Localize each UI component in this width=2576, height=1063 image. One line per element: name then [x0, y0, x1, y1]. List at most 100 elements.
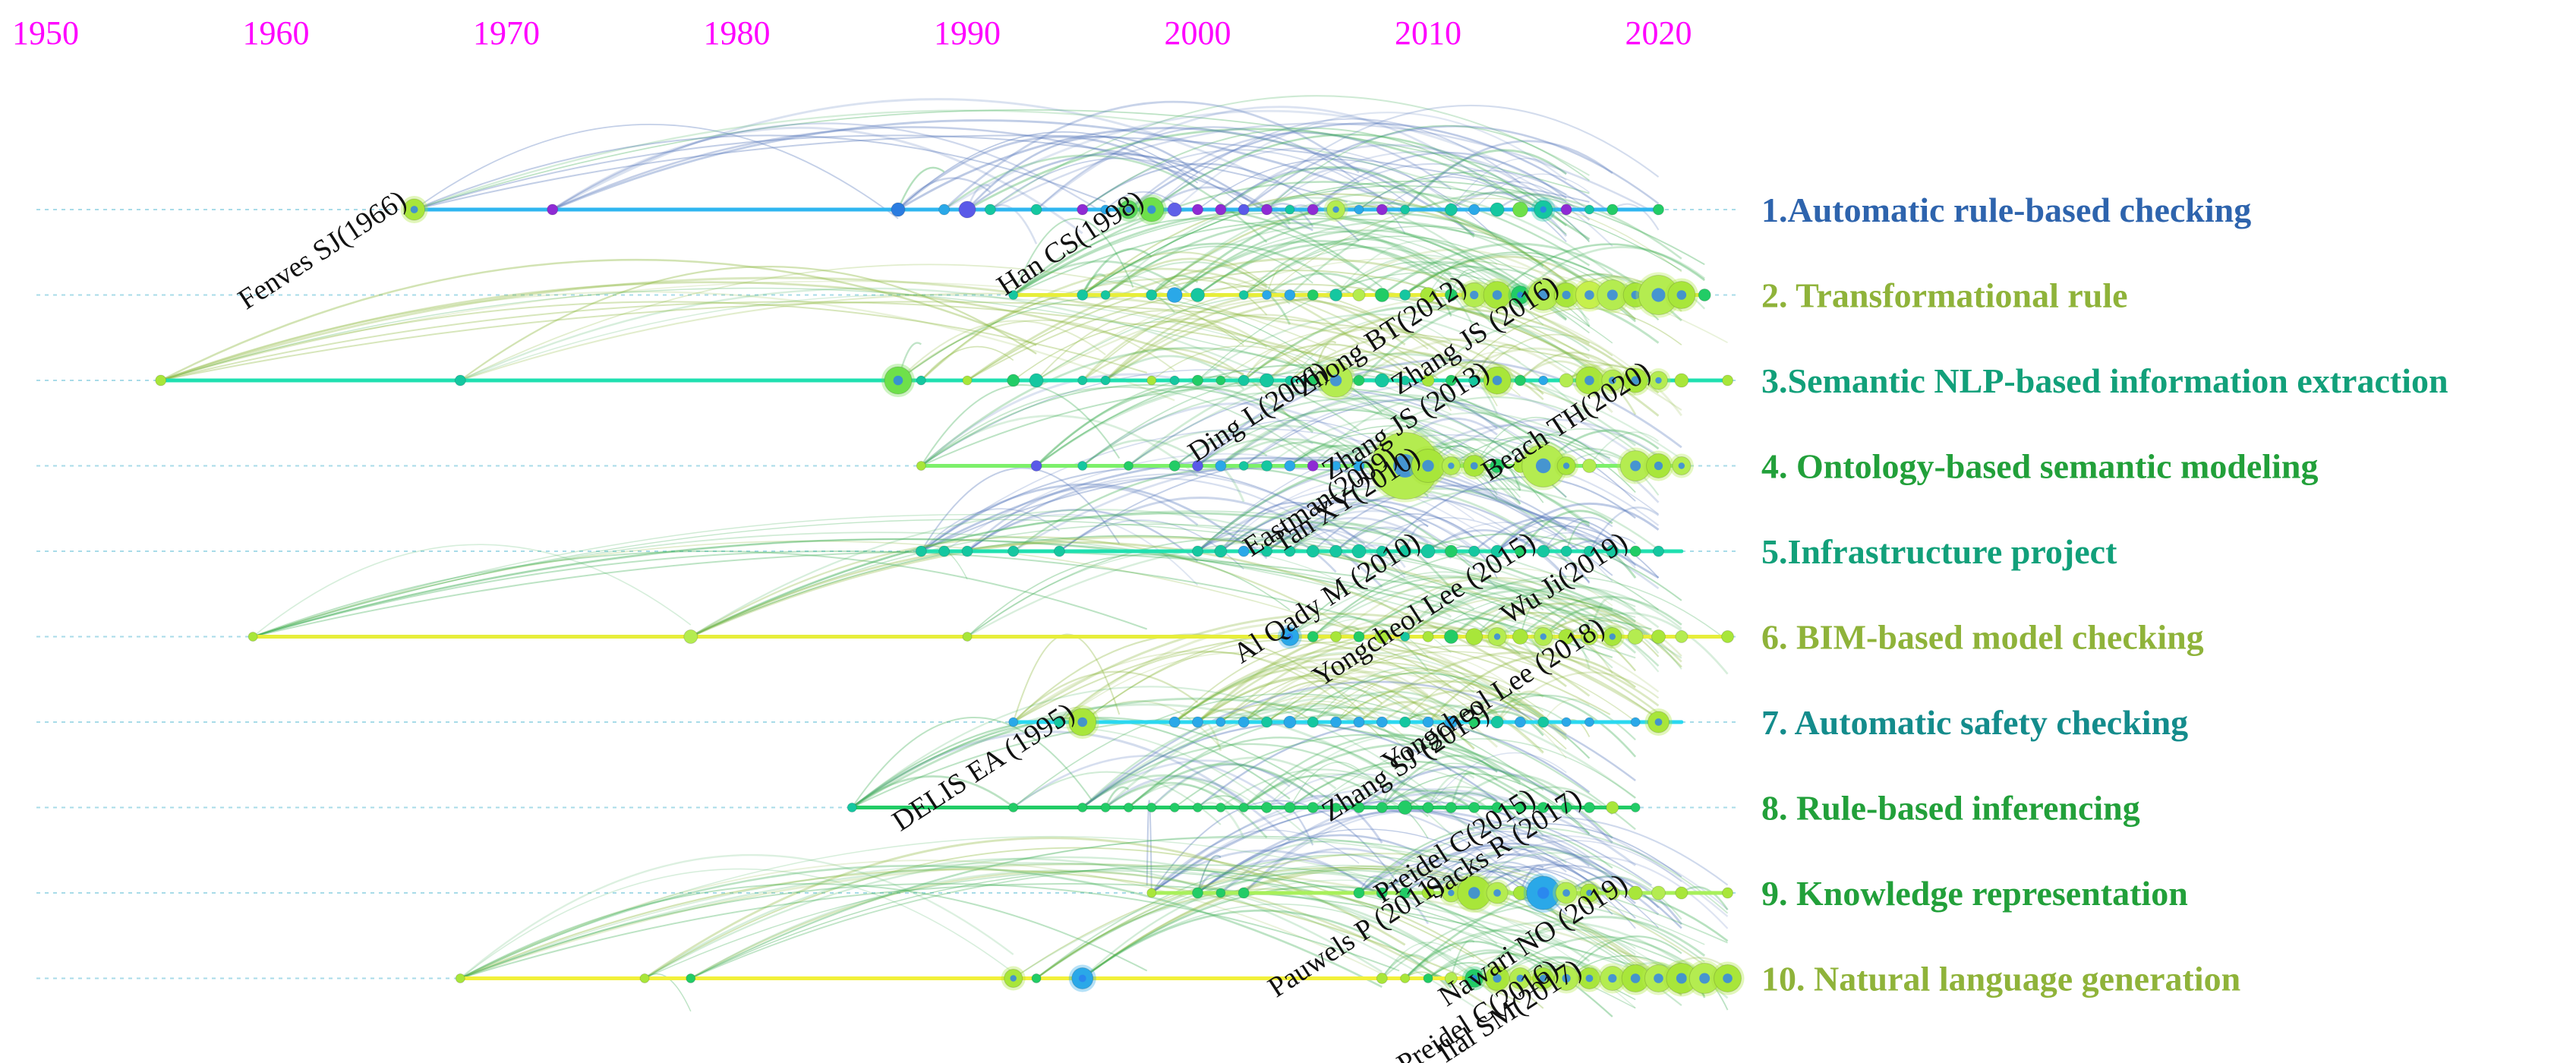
citation-arc	[1219, 393, 1567, 467]
publication-node	[1307, 460, 1319, 472]
publication-node-core	[1539, 974, 1547, 983]
citation-arc	[1105, 222, 1475, 296]
citation-arc	[1496, 434, 1591, 467]
citation-arc	[1427, 594, 1659, 646]
citation-arc	[552, 122, 1106, 216]
publication-node	[1398, 800, 1413, 815]
citation-arc	[252, 550, 1400, 638]
citation-arc	[989, 122, 1660, 216]
publication-node	[1077, 203, 1089, 216]
publication-node-core	[1584, 375, 1594, 386]
publication-node	[1444, 289, 1458, 301]
publication-node	[1376, 973, 1388, 984]
citation-arc	[160, 281, 1244, 382]
citation-arc	[1013, 213, 1590, 334]
citation-arc	[1312, 690, 1475, 724]
citation-arc	[1012, 218, 1134, 295]
citation-arc	[851, 717, 1569, 809]
citation-arc	[1450, 840, 1682, 894]
publication-node	[1169, 803, 1180, 812]
citation-arc	[897, 278, 1429, 381]
publication-node	[1238, 887, 1250, 899]
citation-arc	[1220, 498, 1498, 555]
citation-arc	[1289, 533, 1682, 638]
publication-node	[1514, 545, 1526, 557]
citation-arc	[1335, 513, 1475, 552]
publication-node-core	[1609, 633, 1616, 640]
citation-arc	[460, 862, 1590, 979]
citation-arc	[851, 703, 1475, 832]
publication-node	[958, 200, 976, 219]
citation-arc	[160, 287, 1360, 386]
citation-arc	[1151, 829, 1360, 894]
citation-arc	[1288, 444, 1360, 467]
citation-arc	[1380, 775, 1406, 808]
citation-arc	[252, 544, 692, 638]
citation-arc	[851, 775, 1014, 809]
publication-node-core	[1470, 290, 1479, 300]
citation-arc	[160, 280, 1498, 381]
citation-arc	[414, 109, 1590, 210]
publication-node	[1238, 374, 1250, 386]
citation-arc	[1197, 858, 1383, 898]
publication-node	[1354, 204, 1364, 215]
publication-node	[1238, 803, 1249, 812]
publication-node-core	[1517, 292, 1524, 298]
citation-arc	[1312, 186, 1383, 210]
publication-node	[1031, 973, 1042, 983]
citation-arc	[459, 868, 1014, 979]
citation-arc	[160, 276, 1360, 382]
citation-arc	[1312, 667, 1475, 723]
citation-arc	[1243, 664, 1429, 723]
publication-node	[1514, 802, 1526, 813]
citation-arc	[1174, 666, 1475, 733]
publication-node-core	[1329, 374, 1342, 386]
citation-arc	[644, 857, 1383, 979]
citation-arc	[1381, 568, 1613, 638]
citation-arc	[460, 882, 1652, 979]
citation-arc	[1427, 702, 1567, 759]
publication-node	[1376, 716, 1388, 728]
publication-node	[1146, 289, 1158, 301]
publication-node-core	[1676, 290, 1687, 300]
citation-arc	[1151, 134, 1567, 227]
citation-arc	[1405, 834, 1729, 910]
citation-arc	[920, 467, 1121, 552]
citation-arc	[1312, 618, 1429, 658]
citation-arc	[897, 320, 1106, 381]
publication-node-core	[1699, 973, 1711, 984]
citation-arc	[1012, 670, 1199, 723]
citation-arc	[1312, 571, 1544, 638]
publication-node-core	[1654, 973, 1663, 983]
publication-node	[1100, 204, 1111, 215]
publication-node	[1558, 629, 1575, 645]
publication-node	[1353, 802, 1365, 813]
citation-arc	[1082, 185, 1682, 296]
publication-node	[1146, 375, 1157, 386]
citation-arc	[1081, 867, 1682, 996]
citation-arc	[1219, 408, 1452, 467]
citation-arc	[1496, 786, 1613, 815]
citation-arc	[989, 95, 1590, 210]
citation-arc	[1058, 621, 1521, 724]
citation-arc	[1036, 310, 1244, 381]
citation-arc	[1082, 149, 1406, 217]
publication-node	[1168, 460, 1181, 472]
publication-node-core	[1470, 462, 1478, 470]
citation-arc	[1404, 844, 1567, 894]
citation-arc	[1335, 276, 1429, 296]
citation-arc	[1058, 456, 1613, 576]
citation-arc	[1012, 181, 1591, 296]
citation-arc	[920, 345, 1014, 381]
year-tick-label: 2010	[1395, 14, 1461, 52]
citation-arc	[1082, 392, 1498, 491]
citation-arc	[252, 540, 1452, 667]
publication-node	[1560, 802, 1572, 813]
publication-node-core	[1631, 376, 1640, 385]
publication-node	[1307, 203, 1319, 216]
citation-arc	[1427, 418, 1682, 474]
citation-arc	[1127, 430, 1314, 467]
citation-arc	[1427, 772, 1475, 809]
citation-arc	[459, 853, 1014, 979]
publication-node-core	[1562, 889, 1571, 897]
